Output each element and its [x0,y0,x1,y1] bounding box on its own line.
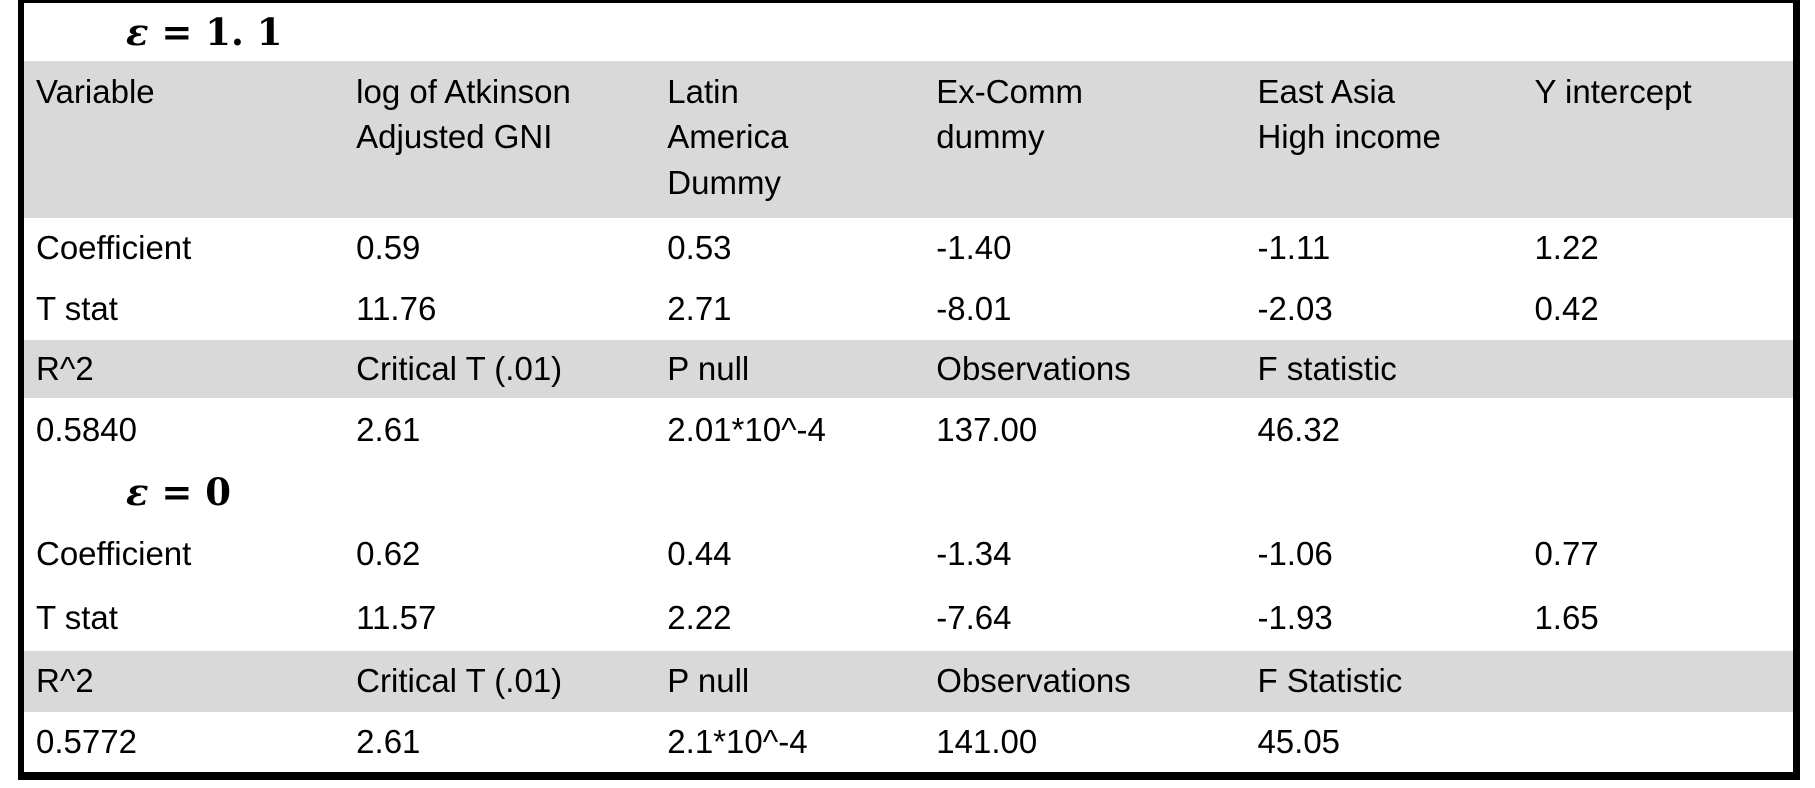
regression-results-table: ε = 1. 1 Variable log of Atkinson Adjust… [18,0,1800,780]
column-header-log-atkinson-gni: log of Atkinson Adjusted GNI [344,60,656,218]
stats-header-r2: R^2 [21,650,345,712]
stats-value-f-statistic: 45.05 [1257,722,1341,760]
table-row: T stat 11.57 2.22 -7.64 -1.93 1.65 [21,585,1797,651]
table-row: ε = 0 [21,462,1797,524]
table-cell: -7.64 [936,598,1012,636]
table-cell: -1.40 [936,229,1012,267]
table-cell-empty [1522,398,1796,462]
section-title-text: ε = 0 [126,470,232,515]
table-cell-empty [1522,712,1796,776]
table-cell: -1.93 [1257,598,1333,636]
column-header-latin-america-dummy: Latin America Dummy [655,60,925,218]
column-header-variable: Variable [21,60,345,218]
stats-value-p-null: 2.01*10^-4 [667,410,826,448]
stats-value-critical-t: 2.61 [356,410,421,448]
regression-table-container: ε = 1. 1 Variable log of Atkinson Adjust… [18,0,1815,780]
table-row: R^2 Critical T (.01) P null Observations… [21,339,1797,398]
stats-value-observations: 141.00 [936,722,1038,760]
table-cell-empty [1522,650,1797,712]
table-cell: 1.22 [1534,229,1599,267]
table-cell: 11.76 [356,290,437,328]
table-cell: 0.77 [1534,535,1599,573]
table-cell: 0.62 [356,535,421,573]
column-header-ex-comm-dummy: Ex-Comm dummy [924,60,1246,218]
column-header-y-intercept: Y intercept [1522,60,1797,218]
row-label-coefficient: Coefficient [36,535,192,573]
table-row: Coefficient 0.59 0.53 -1.40 -1.11 1.22 [21,218,1797,279]
stats-header-p-null: P null [655,339,925,398]
stats-header-f-statistic: F Statistic [1245,650,1523,712]
stats-value-f-statistic: 46.32 [1257,410,1341,448]
section-title-text: ε = 1. 1 [126,9,283,54]
stats-value-p-null: 2.1*10^-4 [667,722,808,760]
table-row: R^2 Critical T (.01) P null Observations… [21,650,1797,712]
table-cell: 1.65 [1534,598,1599,636]
table-row: 0.5772 2.61 2.1*10^-4 141.00 45.05 [21,712,1797,776]
table-cell: 0.53 [667,229,732,267]
stats-header-p-null: P null [655,650,925,712]
stats-header-observations: Observations [924,339,1246,398]
table-cell: 0.59 [356,229,421,267]
table-cell: 2.71 [667,290,732,328]
stats-value-critical-t: 2.61 [356,722,421,760]
stats-header-f-statistic: F statistic [1245,339,1523,398]
stats-value-observations: 137.00 [936,410,1038,448]
stats-value-r2: 0.5840 [36,410,137,448]
row-label-t-stat: T stat [36,598,118,636]
stats-header-r2: R^2 [21,339,345,398]
table-cell: -1.11 [1257,229,1331,267]
table-cell: -8.01 [936,290,1012,328]
table-cell: 2.22 [667,598,732,636]
table-row: 0.5840 2.61 2.01*10^-4 137.00 46.32 [21,398,1797,462]
stats-header-critical-t: Critical T (.01) [344,339,656,398]
section-title-epsilon-0: ε = 0 [21,462,1797,524]
column-header-east-asia-high-income: East Asia High income [1245,60,1523,218]
row-label-t-stat: T stat [36,290,118,328]
table-row: T stat 11.76 2.71 -8.01 -2.03 0.42 [21,279,1797,340]
table-cell: -2.03 [1257,290,1333,328]
stats-header-observations: Observations [924,650,1246,712]
table-row: ε = 1. 1 [21,2,1797,61]
table-cell: -1.06 [1257,535,1333,573]
table-cell: 11.57 [356,598,437,636]
table-cell: 0.44 [667,535,732,573]
table-row: Coefficient 0.62 0.44 -1.34 -1.06 0.77 [21,524,1797,585]
table-row: Variable log of Atkinson Adjusted GNI La… [21,60,1797,218]
table-cell: 0.42 [1534,290,1599,328]
table-cell: -1.34 [936,535,1012,573]
section-title-epsilon-1-1: ε = 1. 1 [21,2,1797,61]
stats-header-critical-t: Critical T (.01) [344,650,656,712]
row-label-coefficient: Coefficient [36,229,192,267]
stats-value-r2: 0.5772 [36,722,137,760]
table-cell-empty [1522,339,1797,398]
